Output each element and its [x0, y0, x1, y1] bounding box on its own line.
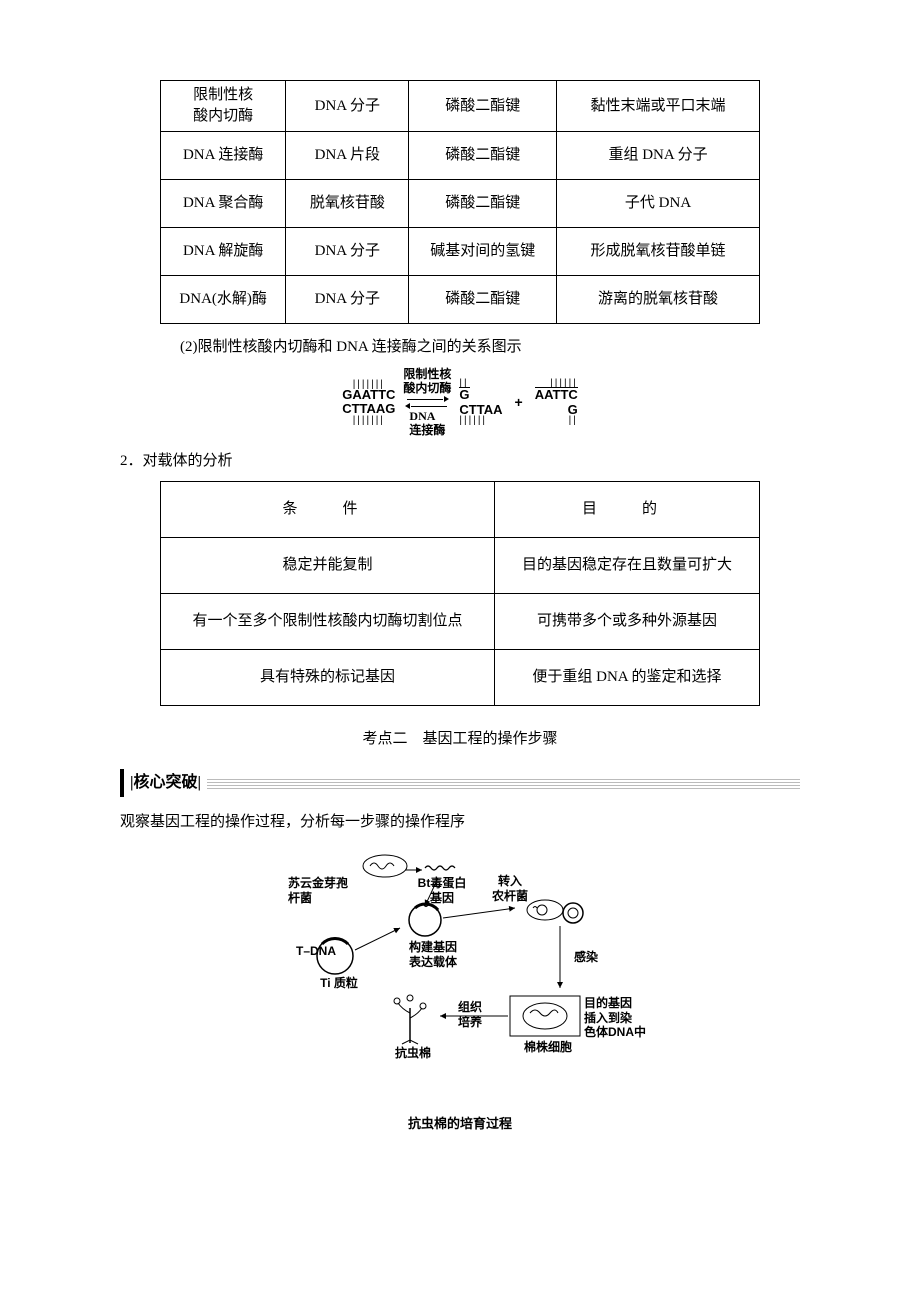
label-infect: 感染 [566, 950, 606, 964]
topic-2-title: 考点二 基因工程的操作步骤 [120, 726, 800, 753]
ticks: || [459, 380, 468, 387]
table-cell: DNA 解旋酶 [161, 228, 286, 276]
label-bacillus: 苏云金芽孢 杆菌 [288, 876, 360, 905]
label-construct: 构建基因 表达载体 [398, 940, 468, 969]
table-cell: DNA 片段 [286, 132, 409, 180]
t2-header: 目 的 [494, 481, 759, 537]
flow-caption: 抗虫棉的培育过程 [120, 1112, 800, 1135]
table-cell: 可携带多个或多种外源基因 [494, 593, 759, 649]
dna-seq: GAATTC [342, 388, 395, 402]
table-cell: 黏性末端或平口末端 [557, 81, 760, 132]
table-cell: 具有特殊的标记基因 [161, 649, 495, 705]
label-cotton-plant: 抗虫棉 [388, 1046, 438, 1060]
enzyme-table: 限制性核 酸内切酶DNA 分子磷酸二酯键黏性末端或平口末端DNA 连接酶DNA … [160, 80, 760, 324]
dna-right2: |||||| AATTC G || [535, 380, 578, 424]
table-cell: 脱氧核苷酸 [286, 180, 409, 228]
table-cell: DNA 分子 [286, 81, 409, 132]
table-cell: 有一个至多个限制性核酸内切酶切割位点 [161, 593, 495, 649]
table-cell: DNA 分子 [286, 276, 409, 324]
table-cell: 限制性核 酸内切酶 [161, 81, 286, 132]
table-cell: 子代 DNA [557, 180, 760, 228]
dna-left-block: ||||||| GAATTC CTTAAG ||||||| [342, 381, 395, 424]
table-cell: 碱基对间的氢键 [409, 228, 557, 276]
table-cell: 目的基因稳定存在且数量可扩大 [494, 537, 759, 593]
table-cell: 磷酸二酯键 [409, 180, 557, 228]
dna-seq: AATTC [535, 387, 578, 402]
table-cell: 重组 DNA 分子 [557, 132, 760, 180]
stripe-decoration [207, 777, 800, 789]
label-restriction: 限制性核 酸内切酶 [403, 367, 451, 396]
table-cell: DNA(水解)酶 [161, 276, 286, 324]
arrow-right-icon [405, 396, 449, 402]
section-header: |核心突破| [120, 769, 800, 798]
label-ti: Ti 质粒 [310, 976, 368, 990]
t2-header: 条 件 [161, 481, 495, 537]
ticks: |||||| [459, 417, 487, 424]
intro-text: 观察基因工程的操作过程，分析每一步骤的操作程序 [120, 809, 800, 836]
table-cell: DNA 聚合酶 [161, 180, 286, 228]
label-ligase: DNA 连接酶 [409, 409, 445, 438]
plus-sign: + [511, 390, 527, 415]
label-bt: Bt毒蛋白 基因 [412, 876, 472, 905]
section-label: |核心突破| [120, 769, 207, 798]
table-cell: 磷酸二酯键 [409, 132, 557, 180]
table-cell: 游离的脱氧核苷酸 [557, 276, 760, 324]
ticks: || [569, 417, 578, 424]
label-cotton-cell: 棉株细胞 [518, 1040, 578, 1054]
table-cell: DNA 连接酶 [161, 132, 286, 180]
dna-diagram: ||||||| GAATTC CTTAAG ||||||| 限制性核 酸内切酶 … [290, 367, 630, 438]
table-cell: DNA 分子 [286, 228, 409, 276]
dna-seq: G [459, 387, 469, 402]
label-insert: 目的基因 插入到染 色体DNA中 [584, 996, 654, 1039]
label-tdna: T–DNA [290, 944, 336, 958]
vector-table: 条 件 目 的 稳定并能复制目的基因稳定存在且数量可扩大有一个至多个限制性核酸内… [160, 481, 760, 706]
flow-diagram: 苏云金芽孢 杆菌 Bt毒蛋白 基因 转入 农杆菌 T–DNA Ti 质粒 构建基… [270, 848, 650, 1108]
table-cell: 形成脱氧核苷酸单链 [557, 228, 760, 276]
para-vector-analysis: 2．对载体的分析 [120, 448, 800, 475]
label-tissue: 组织 培养 [450, 1000, 490, 1029]
table-cell: 稳定并能复制 [161, 537, 495, 593]
table-cell: 便于重组 DNA 的鉴定和选择 [494, 649, 759, 705]
table-cell: 磷酸二酯键 [409, 276, 557, 324]
label-agro: 转入 农杆菌 [485, 874, 535, 903]
ticks: |||||| [550, 380, 578, 387]
dna-right1: || G CTTAA |||||| [459, 380, 502, 424]
para-relation: (2)限制性核酸内切酶和 DNA 连接酶之间的关系图示 [180, 334, 800, 361]
arrow-left-icon [405, 403, 449, 409]
table-cell: 磷酸二酯键 [409, 81, 557, 132]
dna-middle: 限制性核 酸内切酶 DNA 连接酶 [403, 367, 451, 438]
ticks: ||||||| [353, 417, 385, 424]
